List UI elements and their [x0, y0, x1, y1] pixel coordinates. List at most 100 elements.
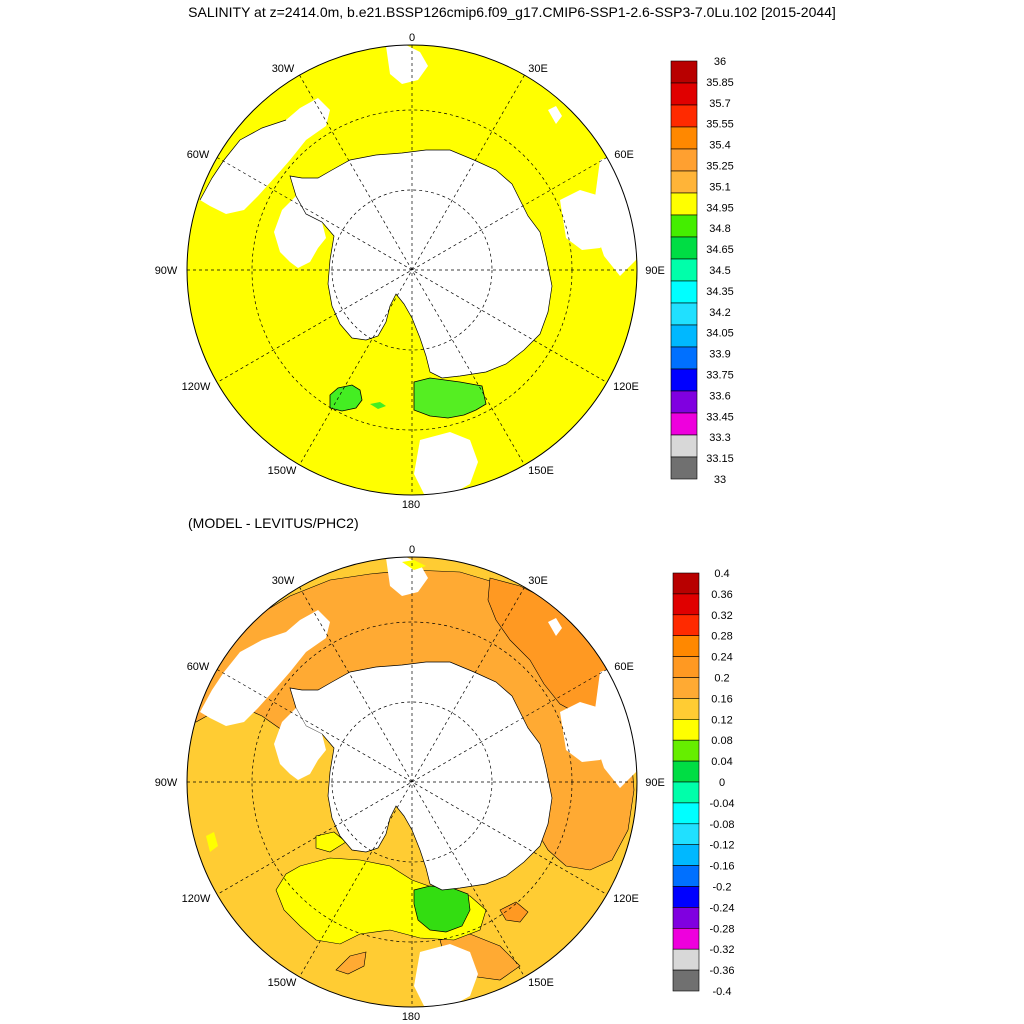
top-colorbar-swatch: [670, 368, 698, 392]
bottom-colorbar-swatch: [672, 927, 700, 950]
top-colorbar-swatch: [670, 236, 698, 260]
bottom-lon-label: 60W: [187, 661, 210, 673]
bottom-colorbar-swatch: [672, 718, 700, 741]
top-colorbar-label: 35.55: [706, 119, 734, 131]
bottom-colorbar-label: 0.16: [711, 693, 732, 705]
top-lon-label: 30W: [272, 63, 295, 75]
top-colorbar-swatch: [670, 412, 698, 436]
bottom-colorbar-swatch: [672, 572, 700, 595]
top-lon-label: 150E: [528, 465, 554, 477]
bottom-colorbar-label: -0.04: [709, 798, 734, 810]
bottom-colorbar-label: -0.4: [713, 986, 732, 998]
top-lon-label: 180: [402, 499, 420, 511]
top-colorbar-label: 36: [714, 56, 726, 68]
bottom-colorbar-label: -0.28: [709, 923, 734, 935]
top-colorbar-label: 33.75: [706, 370, 734, 382]
bottom-colorbar: 0.4 0.36 0.32 0.28 0.24 0.2 0.16 0.12 0.08 0.04 0 -…: [672, 568, 735, 998]
top-colorbar-label: 34.05: [706, 328, 734, 340]
bottom-peninsula: [274, 708, 326, 780]
bottom-polar-map: [187, 557, 637, 1007]
top-coastline: [199, 119, 287, 201]
top-map-border: [186, 44, 638, 496]
bottom-lon-label: 150E: [528, 977, 554, 989]
bottom-longitude-labels: 0 30E 60E 90E 120E 150E 180 150W 120W 90…: [155, 544, 665, 1023]
top-new-zealand: [414, 432, 478, 495]
top-colorbar-swatch: [670, 456, 698, 480]
top-colorbar-swatch: [670, 126, 698, 150]
bottom-yellow-region: [315, 831, 347, 853]
top-colorbar-label: 34.2: [709, 307, 730, 319]
top-colorbar-label: 33.6: [709, 390, 730, 402]
top-lon-label: 60W: [187, 149, 210, 161]
bottom-south-america: [200, 610, 330, 726]
bottom-colorbar-label: -0.32: [709, 944, 734, 956]
top-colorbar-label: 33.15: [706, 453, 734, 465]
top-peninsula: [274, 196, 326, 268]
bottom-high-region: [499, 901, 529, 923]
top-coastline: [289, 149, 553, 379]
top-colorbar-swatch: [670, 324, 698, 348]
bottom-colorbar-label: 0.04: [711, 756, 732, 768]
top-graticule: [187, 45, 637, 495]
top-colorbar-swatch: [670, 280, 698, 304]
top-colorbar-swatch: [670, 82, 698, 106]
top-colorbar-label: 35.1: [709, 181, 730, 193]
bottom-colorbar-label: 0.28: [711, 631, 732, 643]
top-africa: [386, 45, 428, 84]
top-colorbar-swatch: [670, 192, 698, 216]
top-colorbar-label: 34.5: [709, 265, 730, 277]
bottom-colorbar-swatch: [672, 760, 700, 783]
bottom-new-zealand: [414, 944, 478, 1007]
top-colorbar-swatch: [670, 390, 698, 414]
bottom-lon-label: 150W: [268, 977, 297, 989]
bottom-lon-label: 0: [409, 544, 415, 556]
top-colorbar-label: 35.7: [709, 98, 730, 110]
bottom-colorbar-label: 0.32: [711, 610, 732, 622]
bottom-colorbar-swatch: [672, 865, 700, 887]
bottom-lon-label: 180: [402, 1011, 420, 1023]
top-anomaly-patch: [370, 402, 386, 409]
bottom-colorbar-label: 0.12: [711, 714, 732, 726]
bottom-yellow-region: [206, 832, 218, 852]
bottom-colorbar-swatch: [672, 593, 700, 616]
bottom-colorbar-label: -0.24: [709, 902, 734, 914]
bottom-colorbar-label: -0.36: [709, 965, 734, 977]
top-lon-label: 120E: [613, 381, 639, 393]
bottom-colorbar-swatch: [672, 677, 700, 699]
top-anomaly-patch: [329, 384, 363, 412]
bottom-colorbar-label: 0.24: [711, 652, 732, 664]
bottom-lon-label: 30E: [528, 575, 548, 587]
top-polar-map: [187, 45, 637, 495]
top-colorbar-swatch: [670, 214, 698, 238]
top-colorbar-label: 33: [714, 474, 726, 486]
bottom-lon-label: 90W: [155, 777, 178, 789]
top-lon-label: 90E: [645, 265, 665, 277]
bottom-colorbar-swatch: [672, 635, 700, 657]
top-colorbar-label: 34.95: [706, 202, 734, 214]
bottom-colorbar-swatch: [672, 739, 700, 762]
bottom-colorbar-label: -0.16: [709, 861, 734, 873]
bottom-colorbar-label: 0: [719, 777, 725, 789]
top-colorbar-label: 33.3: [709, 432, 730, 444]
bottom-antarctica: [289, 661, 553, 891]
top-colorbar: 36 35.85 35.7 35.55 35.4 35.25 35.1 34.95 34.8 34…: [670, 56, 734, 486]
top-colorbar-swatch: [670, 148, 698, 172]
bottom-colorbar-label: 0.36: [711, 589, 732, 601]
top-colorbar-swatch: [670, 104, 698, 128]
top-colorbar-swatch: [670, 60, 698, 84]
top-lon-label: 150W: [268, 465, 297, 477]
top-lon-label: 0: [409, 32, 415, 44]
top-colorbar-label: 34.8: [709, 223, 730, 235]
top-colorbar-label: 34.65: [706, 244, 734, 256]
bottom-colorbar-swatch: [672, 656, 700, 678]
top-antarctica: [290, 150, 552, 378]
top-colorbar-swatch: [670, 170, 698, 194]
bottom-lon-label: 90E: [645, 777, 665, 789]
top-anomaly-patch: [413, 377, 487, 419]
bottom-orange-region: [335, 951, 367, 975]
top-colorbar-label: 35.4: [709, 140, 730, 152]
top-lon-label: 60E: [614, 149, 634, 161]
bottom-colorbar-label: 0.4: [714, 568, 729, 580]
top-colorbar-label: 33.9: [709, 349, 730, 361]
